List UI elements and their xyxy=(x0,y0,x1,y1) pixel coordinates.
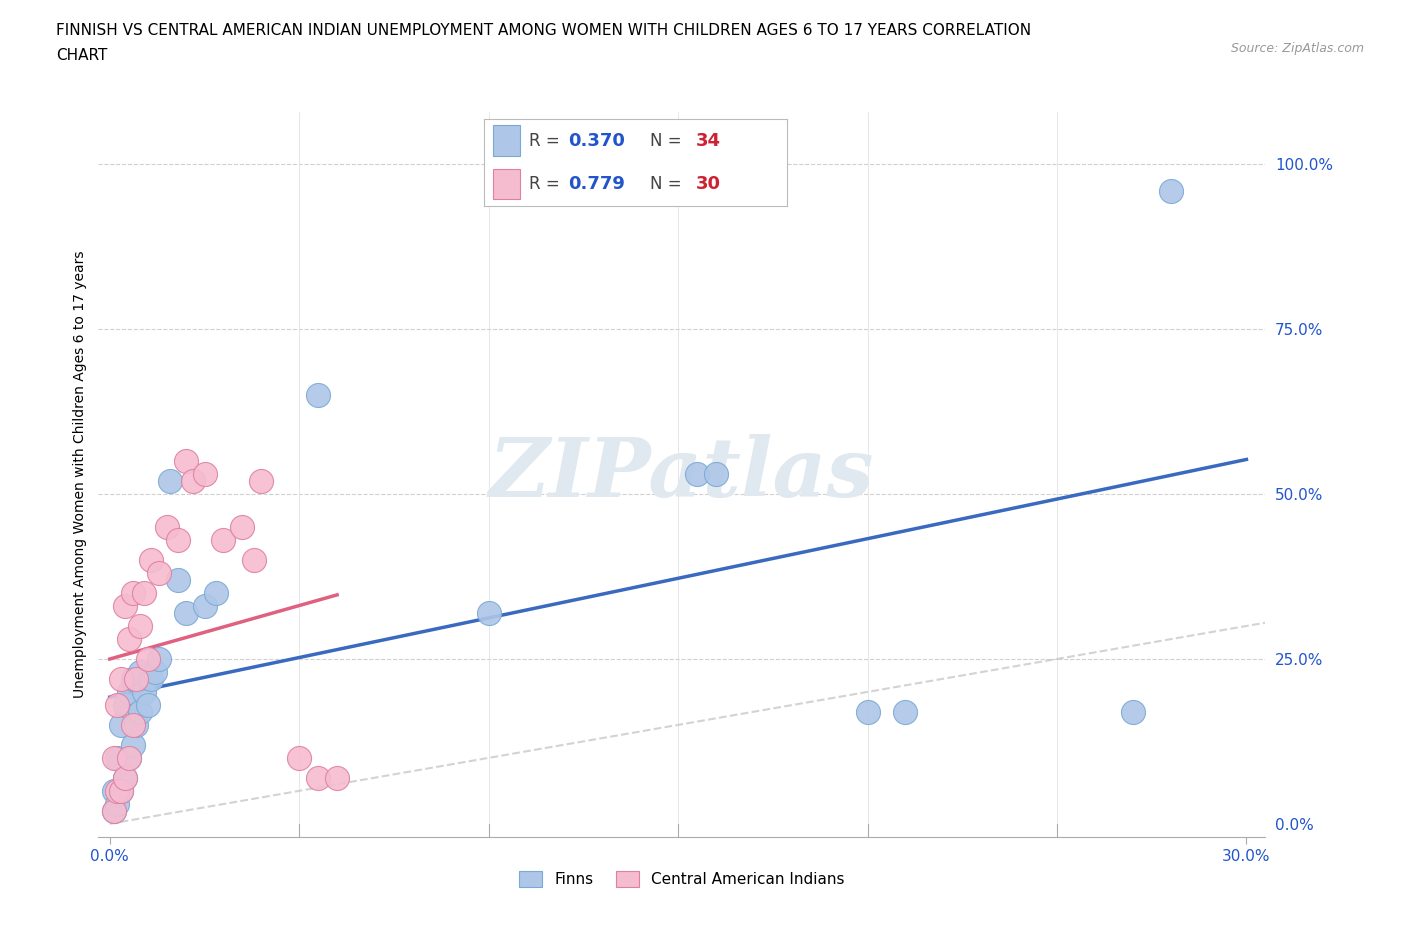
Point xyxy=(125,671,148,686)
Point xyxy=(105,783,128,798)
Point xyxy=(159,473,181,488)
Point xyxy=(174,454,197,469)
Legend: Finns, Central American Indians: Finns, Central American Indians xyxy=(519,871,845,887)
Point xyxy=(105,751,128,765)
Point xyxy=(118,684,141,699)
Point xyxy=(136,652,159,667)
Point xyxy=(121,737,143,752)
Point xyxy=(156,520,179,535)
Point xyxy=(103,783,125,798)
Point xyxy=(103,804,125,818)
Point xyxy=(288,751,311,765)
Point xyxy=(129,665,152,680)
Point xyxy=(132,586,155,601)
Point xyxy=(129,618,152,633)
Point xyxy=(307,388,329,403)
Point xyxy=(193,467,215,482)
Point xyxy=(125,717,148,732)
Point xyxy=(686,467,709,482)
Point xyxy=(141,552,163,567)
Text: ZIPatlas: ZIPatlas xyxy=(489,434,875,514)
Point xyxy=(148,565,170,580)
Point xyxy=(110,671,132,686)
Y-axis label: Unemployment Among Women with Children Ages 6 to 17 years: Unemployment Among Women with Children A… xyxy=(73,250,87,698)
Point xyxy=(114,770,136,785)
Point xyxy=(118,751,141,765)
Point xyxy=(121,671,143,686)
Point xyxy=(1160,183,1182,198)
Point xyxy=(250,473,273,488)
Point xyxy=(148,652,170,667)
Point xyxy=(141,671,163,686)
Point xyxy=(167,533,190,548)
Point xyxy=(856,704,879,719)
Point xyxy=(478,605,501,620)
Point xyxy=(110,783,132,798)
Point xyxy=(114,770,136,785)
Point xyxy=(181,473,204,488)
Point xyxy=(110,717,132,732)
Point xyxy=(174,605,197,620)
Point xyxy=(894,704,917,719)
Point xyxy=(103,751,125,765)
Text: Source: ZipAtlas.com: Source: ZipAtlas.com xyxy=(1230,42,1364,55)
Point xyxy=(1122,704,1144,719)
Point xyxy=(326,770,349,785)
Point xyxy=(121,586,143,601)
Point xyxy=(103,804,125,818)
Point xyxy=(205,586,228,601)
Point xyxy=(307,770,329,785)
Point xyxy=(132,684,155,699)
Point xyxy=(121,717,143,732)
Point xyxy=(143,665,166,680)
Point xyxy=(114,698,136,712)
Point xyxy=(114,599,136,614)
Point xyxy=(110,783,132,798)
Point xyxy=(129,704,152,719)
Text: FINNISH VS CENTRAL AMERICAN INDIAN UNEMPLOYMENT AMONG WOMEN WITH CHILDREN AGES 6: FINNISH VS CENTRAL AMERICAN INDIAN UNEMP… xyxy=(56,23,1032,38)
Point xyxy=(118,631,141,646)
Point xyxy=(105,698,128,712)
Point xyxy=(118,751,141,765)
Point xyxy=(242,552,264,567)
Point xyxy=(231,520,253,535)
Point xyxy=(105,797,128,812)
Point xyxy=(704,467,727,482)
Point xyxy=(212,533,235,548)
Point xyxy=(136,698,159,712)
Point xyxy=(125,671,148,686)
Point xyxy=(167,572,190,587)
Point xyxy=(193,599,215,614)
Text: CHART: CHART xyxy=(56,48,108,63)
